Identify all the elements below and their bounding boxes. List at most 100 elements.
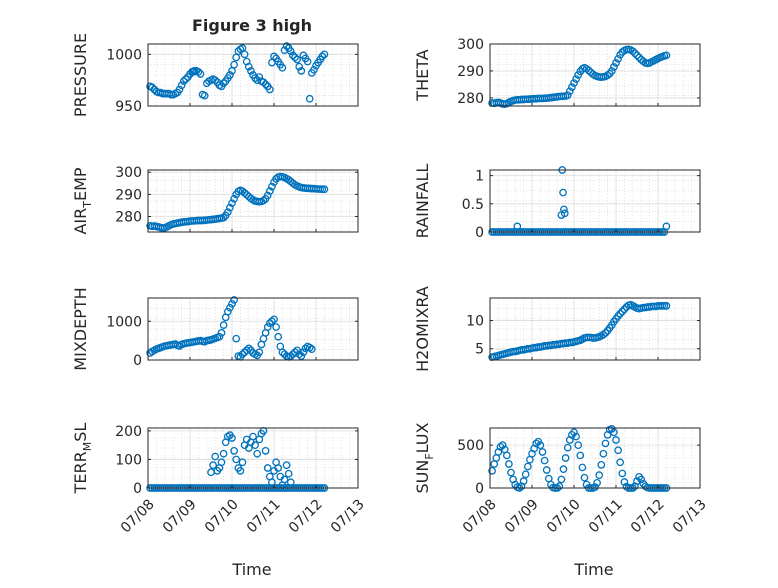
data-point	[610, 63, 618, 71]
y-tick-label: 500	[457, 438, 484, 454]
data-point	[175, 342, 184, 350]
x-tick-label: 07/10	[544, 496, 584, 536]
data-point	[175, 85, 184, 94]
data-point	[280, 475, 289, 484]
data-point	[633, 51, 641, 60]
data-point	[578, 463, 587, 472]
data-point	[305, 94, 314, 103]
data-point	[513, 222, 522, 231]
y-tick-label: 290	[115, 187, 142, 203]
data-point	[265, 85, 274, 94]
data-point	[305, 343, 314, 352]
data-point	[240, 50, 249, 59]
data-point	[286, 478, 295, 487]
data-point	[263, 323, 272, 331]
data-point	[507, 468, 515, 477]
x-tick-label: 07/10	[202, 496, 242, 536]
data-point	[601, 329, 610, 337]
y-tick-label: 0.5	[462, 197, 484, 213]
axes-box	[147, 427, 359, 489]
data-point	[618, 469, 627, 478]
data-point	[310, 65, 318, 74]
data-point	[265, 187, 274, 195]
data-point	[297, 67, 306, 75]
data-point	[307, 345, 316, 353]
data-point	[599, 449, 608, 458]
data-point	[228, 199, 236, 208]
data-point	[557, 475, 566, 484]
data-point	[637, 475, 646, 484]
data-point	[253, 449, 262, 458]
data-point	[209, 461, 217, 469]
data-point	[299, 348, 308, 357]
data-point	[268, 317, 276, 326]
data-point	[219, 79, 228, 88]
axes-box	[489, 297, 701, 361]
data-point	[628, 47, 637, 56]
data-point	[238, 350, 247, 359]
x-axis-label-right: Time	[573, 560, 613, 579]
data-point	[211, 76, 220, 85]
data-point	[320, 185, 329, 194]
figure-title: Figure 3 high	[192, 16, 312, 35]
data-point	[616, 309, 625, 318]
x-axis-label-left: Time	[231, 560, 271, 579]
data-point	[268, 478, 276, 487]
data-point	[261, 80, 270, 89]
data-point	[251, 74, 259, 82]
y-axis-label: THETA	[413, 49, 432, 101]
y-tick-label: 300	[457, 37, 484, 53]
subplot-rainfall: 0 0.5 1 RAINFALL	[413, 164, 701, 241]
axes-box	[489, 427, 701, 489]
data-point	[255, 73, 264, 81]
data-point	[219, 321, 228, 329]
x-tick-label: 07/11	[244, 496, 284, 536]
data-point	[226, 71, 234, 79]
data-point	[282, 461, 291, 469]
data-point	[232, 334, 241, 343]
data-point	[297, 352, 306, 360]
data-point	[616, 458, 625, 467]
data-point	[560, 205, 568, 214]
data-point	[599, 330, 608, 339]
data-point	[620, 305, 629, 314]
y-tick-label: 300	[115, 165, 142, 181]
data-point	[291, 53, 299, 62]
data-point	[295, 350, 304, 359]
data-point	[303, 57, 312, 66]
x-tick-label: 07/09	[160, 496, 200, 536]
data-point	[618, 48, 627, 56]
data-point	[559, 188, 567, 197]
data-point	[614, 54, 622, 63]
y-tick-label: 1000	[106, 47, 142, 63]
y-tick-label: 280	[115, 210, 142, 226]
data-point	[580, 473, 589, 482]
subplot-theta: 280 290 300 THETA	[413, 37, 701, 108]
data-point	[593, 479, 601, 487]
x-tick-label: 07/12	[286, 496, 326, 536]
data-point	[217, 458, 226, 467]
y-axis-label: SUNFLUX	[413, 422, 436, 493]
data-point	[263, 464, 272, 472]
data-point	[607, 67, 616, 75]
data-point	[270, 52, 278, 61]
data-point	[561, 454, 570, 462]
y-tick-label: 100	[115, 452, 142, 468]
data-point	[291, 348, 299, 357]
subplot-terr_msl: 0 100 200 07/08 07/09 07/10 07/11 07/12 07/13 TER…	[71, 423, 368, 537]
data-point	[563, 443, 572, 452]
data-point	[597, 461, 606, 469]
data-point	[230, 296, 238, 304]
data-point	[244, 62, 253, 71]
data-point	[591, 483, 599, 491]
data-point	[236, 467, 245, 475]
data-point	[584, 66, 593, 75]
y-axis-label: TERRMSL	[71, 423, 94, 495]
data-point	[614, 446, 622, 455]
subplot-air_temp: 280 290 300 AIRTEMP	[71, 165, 359, 235]
data-point	[576, 451, 585, 460]
data-point	[177, 81, 186, 90]
data-point	[282, 42, 291, 50]
data-point	[268, 182, 276, 191]
